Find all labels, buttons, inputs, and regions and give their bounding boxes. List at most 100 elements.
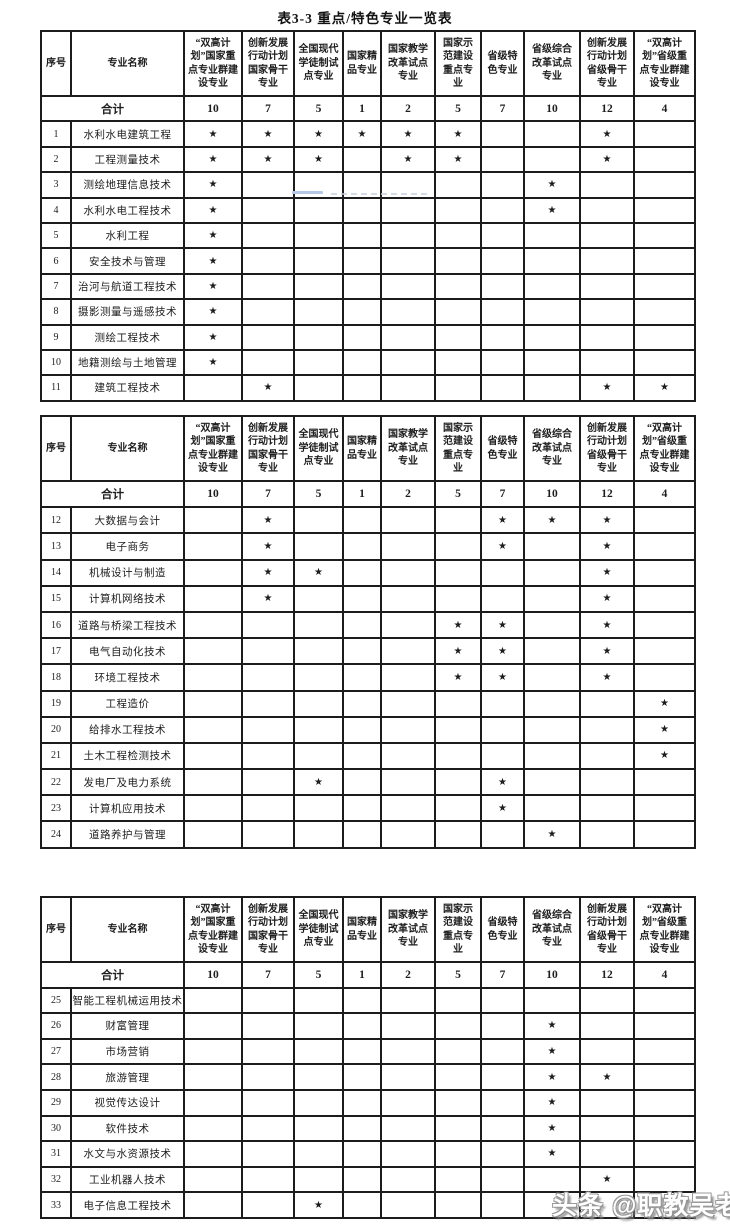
empty-cell (342, 374, 382, 402)
empty-cell (523, 689, 581, 718)
empty-cell (293, 820, 344, 849)
empty-cell (183, 715, 243, 744)
empty-cell (241, 1088, 295, 1117)
empty-cell (633, 1114, 696, 1143)
star-cell: ★ (480, 794, 525, 823)
empty-cell (183, 768, 243, 797)
star-cell: ★ (579, 506, 635, 535)
star-cell: ★ (183, 196, 243, 224)
empty-cell (293, 532, 344, 561)
major-name-cell: 给排水工程技术 (70, 715, 185, 744)
empty-cell (293, 584, 344, 613)
totals-label-cell: 合计 (40, 479, 185, 509)
empty-cell (633, 610, 696, 640)
column-header-cell: 国家示范建设重点专业 (434, 415, 482, 482)
major-name-header-cell: 专业名称 (70, 896, 185, 963)
empty-cell (523, 584, 581, 613)
empty-cell (241, 247, 295, 275)
totals-value-cell: 5 (434, 479, 482, 509)
row-number-cell: 11 (40, 374, 72, 402)
column-header-cell: 国家示范建设重点专业 (434, 30, 482, 97)
star-cell: ★ (434, 145, 482, 174)
major-name-cell: 土木工程检测技术 (70, 741, 185, 771)
empty-cell (380, 1088, 436, 1117)
empty-cell (579, 1088, 635, 1117)
empty-cell (633, 1012, 696, 1040)
empty-cell (434, 741, 482, 771)
totals-value-cell: 7 (241, 479, 295, 509)
major-name-cell: 工程测量技术 (70, 145, 185, 174)
table-row: 19 工程造价 ★ (40, 689, 696, 718)
empty-cell (523, 794, 581, 823)
empty-cell (579, 715, 635, 744)
star-cell: ★ (241, 120, 295, 148)
empty-cell (579, 689, 635, 718)
star-cell: ★ (293, 558, 344, 587)
star-cell: ★ (523, 1140, 581, 1168)
row-number-cell: 13 (40, 532, 72, 561)
star-cell: ★ (183, 247, 243, 275)
empty-cell (342, 715, 382, 744)
major-name-cell: 计算机应用技术 (70, 794, 185, 823)
empty-cell (342, 663, 382, 692)
empty-cell (241, 298, 295, 326)
star-cell: ★ (480, 610, 525, 640)
table-row: 5 水利工程 ★ (40, 221, 696, 250)
empty-cell (380, 1114, 436, 1143)
star-cell: ★ (183, 323, 243, 351)
empty-cell (183, 1165, 243, 1194)
empty-cell (380, 610, 436, 640)
major-name-cell: 计算机网络技术 (70, 584, 185, 613)
major-name-cell: 摄影测量与遥感技术 (70, 298, 185, 326)
table-row: 29 视觉传达设计 ★ (40, 1088, 696, 1117)
empty-cell (241, 794, 295, 823)
empty-cell (342, 1165, 382, 1194)
empty-cell (480, 1191, 525, 1219)
empty-cell (241, 689, 295, 718)
empty-cell (579, 298, 635, 326)
empty-cell (183, 1114, 243, 1143)
empty-cell (633, 272, 696, 301)
empty-cell (523, 610, 581, 640)
major-name-cell: 治河与航道工程技术 (70, 272, 185, 301)
major-name-header-cell: 专业名称 (70, 30, 185, 97)
empty-cell (480, 1114, 525, 1143)
empty-cell (579, 247, 635, 275)
column-header-cell: “双高计划”省级重点专业群建设专业 (633, 30, 696, 97)
totals-value-cell: 7 (241, 961, 295, 989)
empty-cell (183, 794, 243, 823)
header-row: 序号 专业名称 “双高计划”国家重点专业群建设专业 创新发展行动计划国家骨干专业 全国现… (40, 30, 696, 97)
empty-cell (434, 247, 482, 275)
empty-cell (293, 1063, 344, 1091)
empty-cell (434, 221, 482, 250)
star-cell: ★ (241, 532, 295, 561)
totals-value-cell: 10 (183, 94, 243, 123)
empty-cell (380, 374, 436, 402)
empty-cell (633, 171, 696, 199)
empty-cell (380, 1165, 436, 1194)
table-row: 16 道路与桥梁工程技术 ★ ★ ★ (40, 610, 696, 640)
empty-cell (241, 221, 295, 250)
empty-cell (633, 145, 696, 174)
empty-cell (434, 1114, 482, 1143)
majors-table-section-3: 序号 专业名称 “双高计划”国家重点专业群建设专业 创新发展行动计划国家骨干专业 全国现… (40, 896, 696, 1219)
star-cell: ★ (293, 1191, 344, 1219)
column-header-cell: “双高计划”国家重点专业群建设专业 (183, 896, 243, 963)
empty-cell (380, 1012, 436, 1040)
star-cell: ★ (434, 610, 482, 640)
empty-cell (293, 298, 344, 326)
major-name-cell: 安全技术与管理 (70, 247, 185, 275)
empty-cell (342, 768, 382, 797)
star-cell: ★ (293, 145, 344, 174)
empty-cell (523, 768, 581, 797)
star-cell: ★ (183, 272, 243, 301)
major-name-cell: 财富管理 (70, 1012, 185, 1040)
totals-label-cell: 合计 (40, 94, 185, 123)
table-row: 25 智能工程机械运用技术 (40, 986, 696, 1015)
totals-value-cell: 5 (434, 961, 482, 989)
major-name-cell: 电气自动化技术 (70, 637, 185, 666)
totals-value-cell: 10 (523, 94, 581, 123)
empty-cell (380, 715, 436, 744)
major-name-cell: 工程造价 (70, 689, 185, 718)
star-cell: ★ (241, 374, 295, 402)
